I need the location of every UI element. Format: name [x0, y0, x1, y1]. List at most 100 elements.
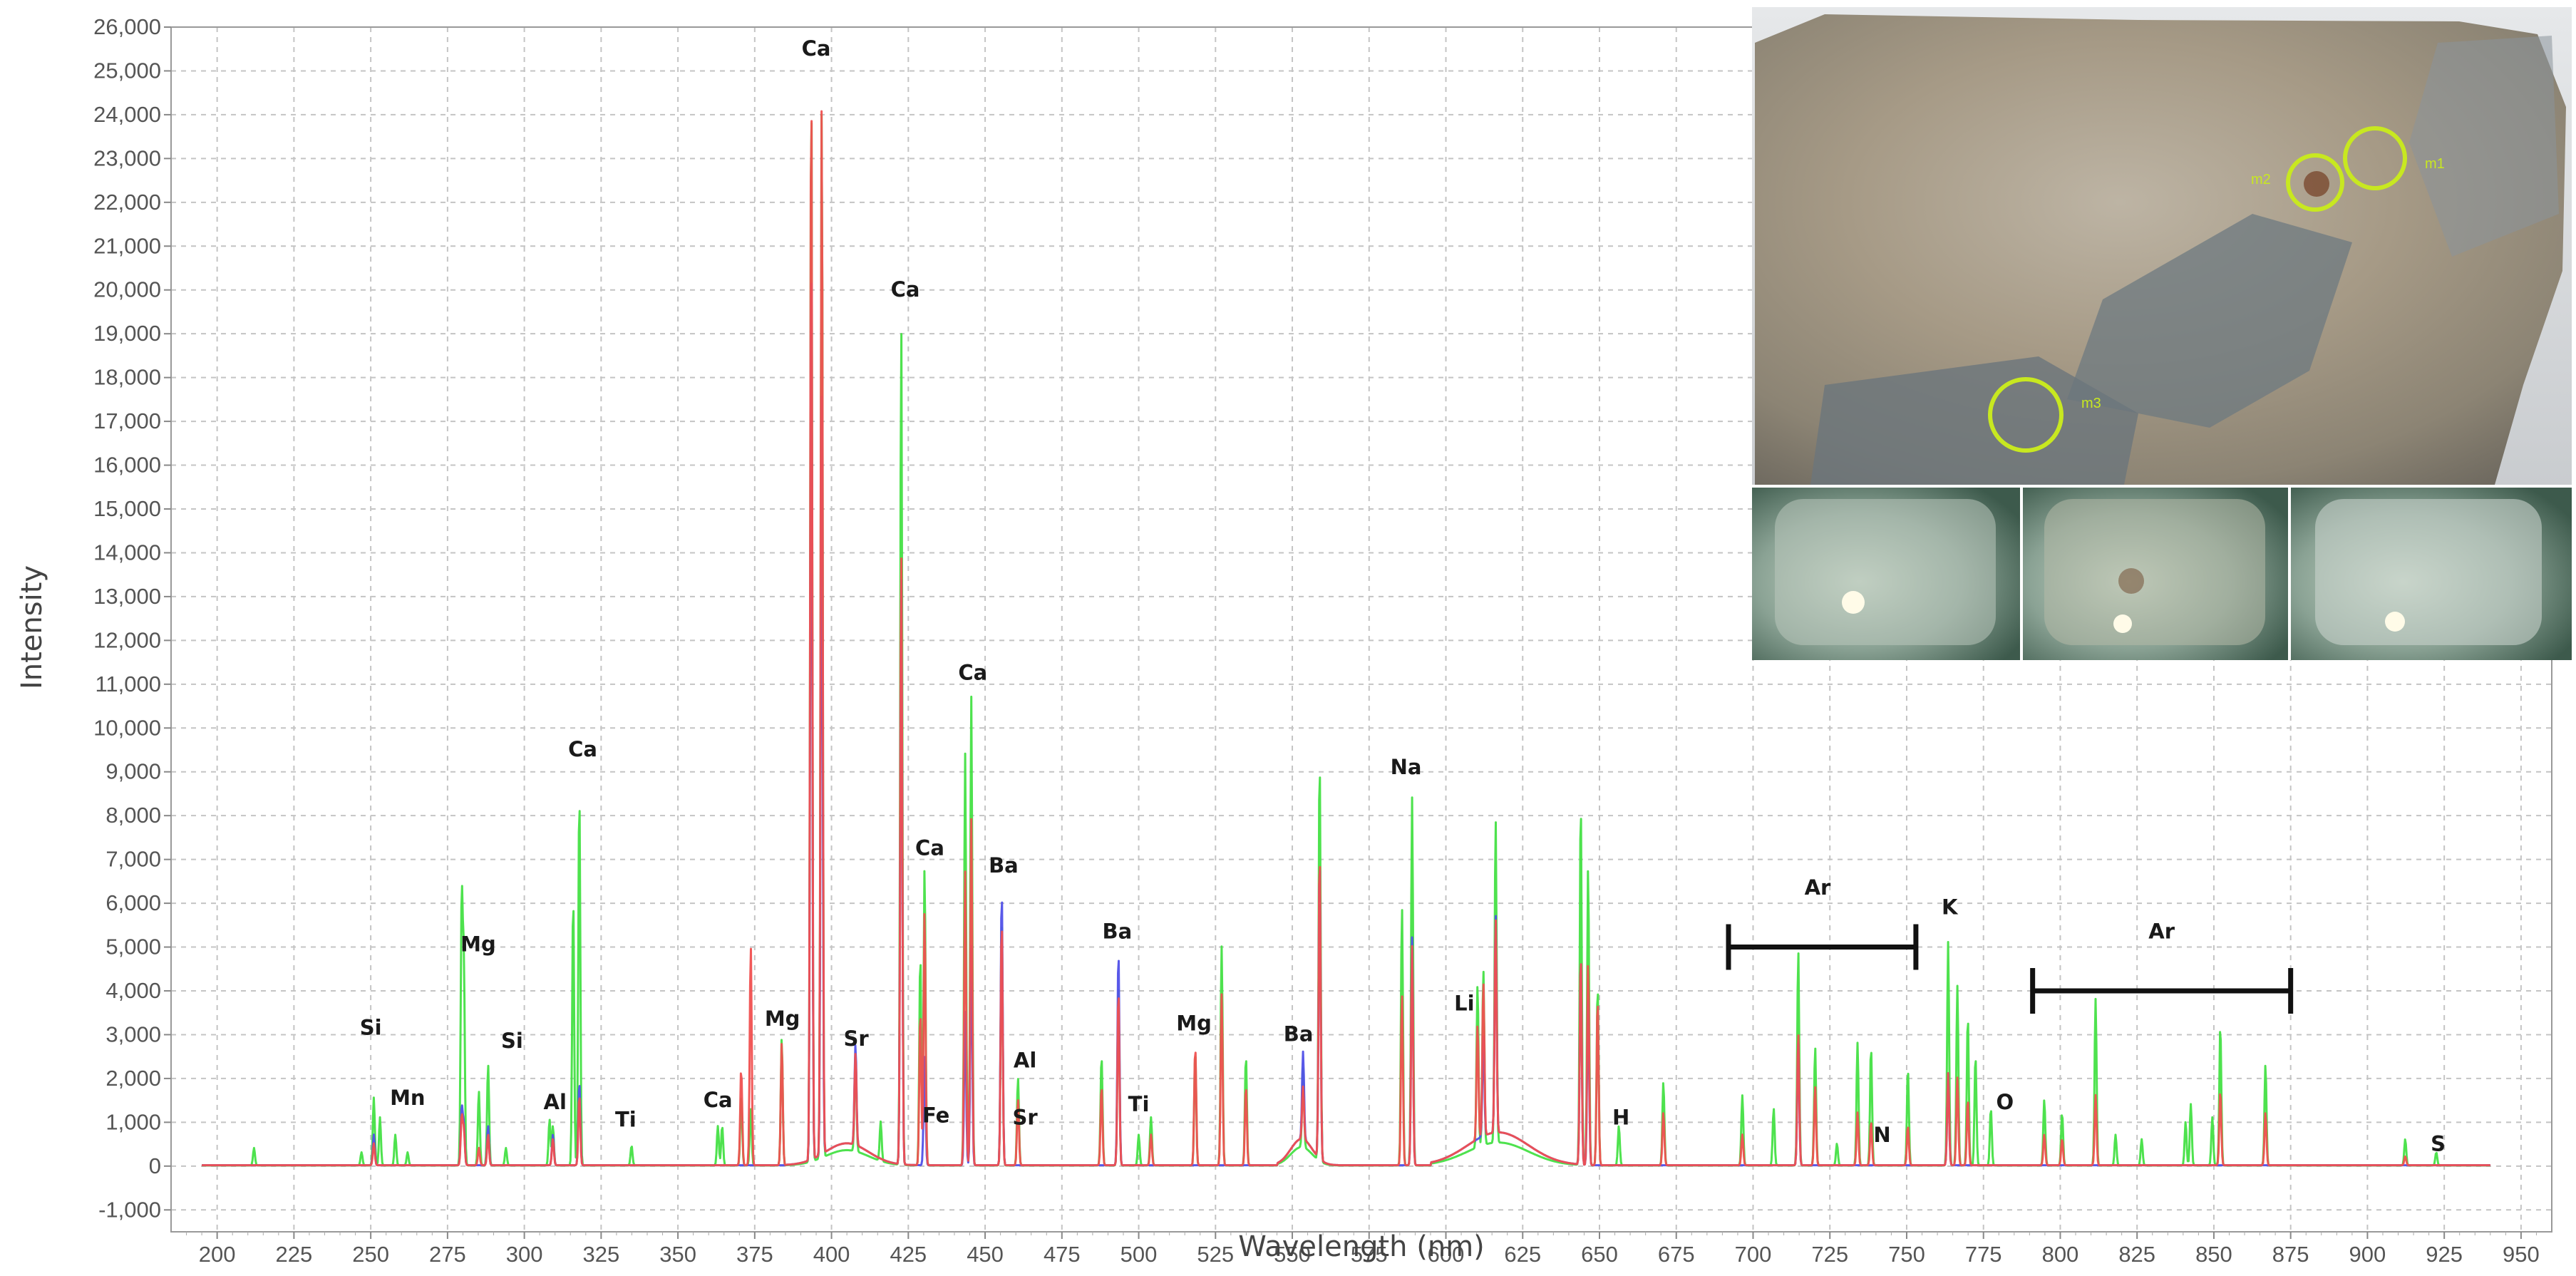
marker-circle-m2: [2286, 153, 2344, 212]
element-label: O: [1997, 1090, 2014, 1114]
element-label: Sr: [843, 1027, 869, 1051]
element-label: Ca: [568, 737, 597, 761]
y-tick-label: 8,000: [105, 803, 161, 828]
x-tick-label: 600: [1428, 1242, 1465, 1267]
spectrum-series-2: [201, 110, 2491, 1167]
marker-label-m2: m2: [2251, 172, 2271, 187]
y-tick-label: 24,000: [93, 102, 161, 127]
rock-dark-region-2: [1810, 356, 2138, 485]
y-tick-label: 12,000: [93, 627, 161, 652]
y-tick-label: 9,000: [105, 759, 161, 784]
marker-circle-m1: [2343, 126, 2407, 190]
y-tick-label: 6,000: [105, 890, 161, 915]
x-tick-label: 900: [2349, 1242, 2386, 1267]
y-tick-label: 23,000: [93, 145, 161, 170]
element-label: Al: [1014, 1049, 1036, 1073]
y-tick-label: -1,000: [98, 1197, 161, 1222]
x-tick-label: 800: [2042, 1242, 2079, 1267]
element-label: Ba: [989, 853, 1019, 878]
bracket-layer: [1726, 924, 2294, 1014]
y-tick-label: 10,000: [93, 715, 161, 740]
x-tick-label: 875: [2272, 1242, 2309, 1267]
x-tick-label: 375: [736, 1242, 773, 1267]
rock-dark-region-3: [2409, 36, 2559, 257]
y-tick-label: 3,000: [105, 1022, 161, 1046]
element-label: Mg: [1176, 1011, 1212, 1035]
y-tick-label: 22,000: [93, 190, 161, 215]
x-tick-label: 925: [2426, 1242, 2463, 1267]
element-label: Ca: [915, 835, 944, 860]
rock-dark-region-1: [2067, 214, 2352, 428]
x-tick-label: 450: [967, 1242, 1004, 1267]
element-label: Mn: [390, 1086, 426, 1110]
element-label: Ti: [1128, 1092, 1150, 1116]
element-label: N: [1873, 1123, 1890, 1147]
y-tick-label: 13,000: [93, 584, 161, 609]
x-tick-label: 225: [276, 1242, 313, 1267]
element-label: Ca: [891, 277, 920, 302]
microscope-image-2: [2023, 486, 2288, 660]
x-tick-label: 650: [1581, 1242, 1618, 1267]
y-axis-ticks: -1,000 0 1,000 2,000 3,000 4,000 5,000 6,000 7,0…: [93, 14, 171, 1222]
element-labels: Ca Ca Ca Ca Ca Ca Si Mn Mg Si Al Ti Mg Sr Fe Ba Al Sr Ba Ti…: [360, 36, 2446, 1156]
x-tick-label: 950: [2503, 1242, 2540, 1267]
element-label: Si: [501, 1029, 523, 1053]
series-layer: [201, 110, 2491, 1167]
grid: [171, 26, 2552, 1232]
x-tick-label: 425: [890, 1242, 927, 1267]
y-tick-label: 19,000: [93, 321, 161, 346]
x-tick-label: 525: [1197, 1242, 1234, 1267]
element-label: Ti: [615, 1108, 637, 1132]
y-tick-label: 20,000: [93, 277, 161, 302]
microscope-image-1: [1752, 486, 2020, 660]
element-label: Si: [360, 1015, 382, 1039]
y-tick-label: 14,000: [93, 540, 161, 565]
x-tick-label: 850: [2195, 1242, 2232, 1267]
element-label: Sr: [1012, 1105, 1038, 1129]
y-tick-label: 26,000: [93, 14, 161, 39]
microscope-image-3: [2291, 486, 2572, 660]
rust-spot: [2304, 171, 2329, 197]
x-tick-label: 475: [1044, 1242, 1081, 1267]
marker-label-m3: m3: [2081, 396, 2101, 411]
y-tick-label: 1,000: [105, 1109, 161, 1134]
element-label: Ca: [958, 661, 987, 685]
x-tick-label: 700: [1735, 1242, 1772, 1267]
element-label: Ca: [704, 1088, 733, 1112]
element-label: S: [2431, 1131, 2446, 1156]
element-label: Mg: [460, 932, 496, 957]
y-tick-label: 16,000: [93, 453, 161, 478]
x-tick-label: 575: [1351, 1242, 1388, 1267]
inset-photo: m1 m2 m3: [1752, 7, 2572, 660]
x-tick-label: 325: [582, 1242, 619, 1267]
y-tick-label: 18,000: [93, 365, 161, 390]
element-label: Mg: [765, 1007, 800, 1031]
x-axis-ticks: 200 225 250 275 300 325 350 375 400 425 450 475 500 5…: [186, 1232, 2540, 1267]
y-tick-label: 5,000: [105, 935, 161, 959]
element-label: H: [1612, 1105, 1629, 1129]
x-tick-label: 725: [1811, 1242, 1848, 1267]
y-axis-title: Intensity: [16, 565, 48, 689]
x-tick-label: 350: [659, 1242, 696, 1267]
x-tick-label: 550: [1274, 1242, 1311, 1267]
y-tick-label: 17,000: [93, 408, 161, 433]
element-label: Na: [1391, 755, 1422, 779]
element-label: Li: [1454, 992, 1474, 1016]
element-label: Fe: [922, 1103, 949, 1127]
y-tick-label: 11,000: [95, 672, 161, 696]
x-axis-title: Wavelength (nm): [1238, 1230, 1485, 1263]
element-label: Al: [544, 1090, 567, 1114]
y-tick-label: 15,000: [93, 496, 161, 521]
y-tick-label: 2,000: [105, 1066, 161, 1091]
element-label: Ar: [1805, 875, 1831, 900]
x-tick-label: 275: [429, 1242, 466, 1267]
element-label: Ba: [1103, 919, 1133, 943]
marker-circle-m3: [1988, 377, 2064, 453]
y-tick-label: 0: [149, 1153, 161, 1178]
x-tick-label: 625: [1504, 1242, 1541, 1267]
x-tick-label: 675: [1658, 1242, 1695, 1267]
x-tick-label: 775: [1965, 1242, 2002, 1267]
y-tick-label: 7,000: [105, 847, 161, 872]
element-label: Ar: [2148, 919, 2175, 943]
